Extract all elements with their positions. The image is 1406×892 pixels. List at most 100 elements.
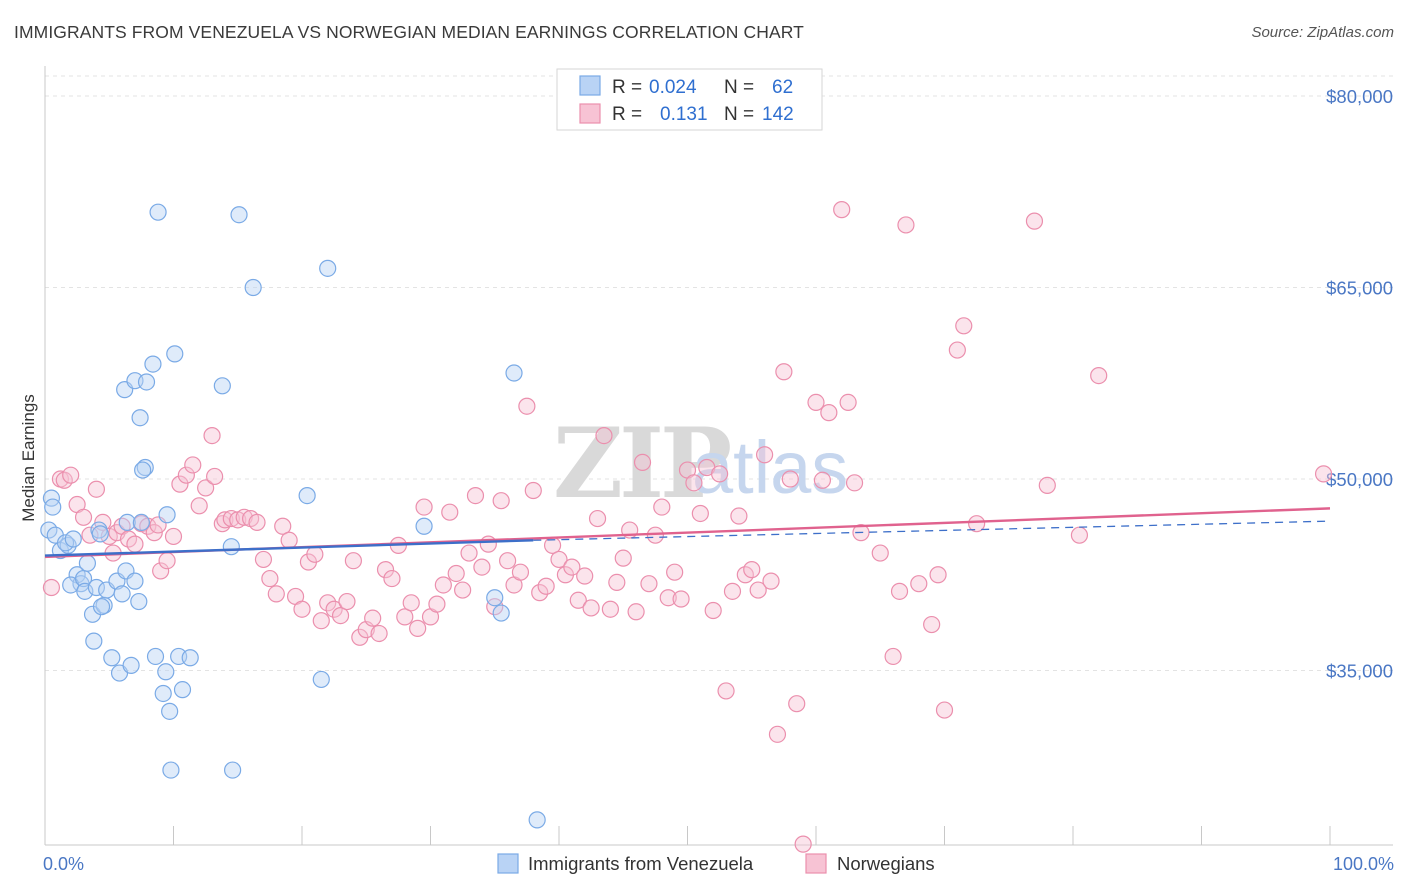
norwegians-point-69 <box>466 486 485 505</box>
norwegians-point-59 <box>402 594 420 612</box>
venezuela-point-2 <box>44 498 62 516</box>
y-tick-label-0: $80,000 <box>1326 86 1393 107</box>
norwegians-point-74 <box>499 552 517 570</box>
venezuela-point-53 <box>230 206 248 224</box>
legend-n-value-2: 142 <box>762 104 794 125</box>
legend-r-value-2: 0.131 <box>660 104 708 125</box>
norwegians-point-14 <box>126 535 144 553</box>
norwegians-point-42 <box>293 600 311 618</box>
norwegians-point-136 <box>948 341 966 359</box>
norwegians-point-100 <box>666 563 684 581</box>
venezuela-point-35 <box>137 373 156 391</box>
norwegians-point-96 <box>640 575 658 593</box>
norwegians-point-55 <box>376 561 395 579</box>
y-tick-label-2: $50,000 <box>1326 469 1393 490</box>
norwegians-point-26 <box>197 479 215 497</box>
norwegians-point-115 <box>762 572 780 590</box>
legend-n-value-1: 62 <box>772 77 793 98</box>
norwegians-point-36 <box>254 550 273 569</box>
venezuela-point-27 <box>118 513 136 532</box>
norwegians-point-84 <box>563 558 581 576</box>
watermark-atlas: atlas <box>692 426 848 509</box>
norwegians-point-27 <box>203 426 221 445</box>
norwegians-point-76 <box>511 563 530 581</box>
venezuela-point-52 <box>224 761 242 779</box>
watermark-zip: ZIP <box>553 407 730 520</box>
venezuela-point-55 <box>298 486 316 505</box>
norwegians-point-48 <box>331 607 350 625</box>
norwegians-point-123 <box>820 404 838 422</box>
x-tick-max: 100.0% <box>1333 854 1394 874</box>
norwegians-point-125 <box>839 393 857 411</box>
norwegians-point-23 <box>177 466 195 484</box>
norwegians-point-124 <box>833 201 851 219</box>
venezuela-trend-extension <box>533 520 1331 541</box>
norwegians-point-85 <box>569 591 587 609</box>
norwegians-point-44 <box>306 545 324 563</box>
venezuela-point-49 <box>181 649 199 667</box>
chart-source: Source: ZipAtlas.com <box>1251 24 1394 41</box>
norwegians-point-140 <box>1038 476 1056 494</box>
norwegians-point-106 <box>704 601 722 620</box>
venezuela-point-15 <box>87 578 106 597</box>
norwegians-point-33 <box>235 508 253 526</box>
norwegians-point-121 <box>807 393 825 411</box>
norwegians-point-99 <box>659 589 677 607</box>
venezuela-point-61 <box>505 364 523 382</box>
y-axis-label: Median Earnings <box>19 394 38 522</box>
norwegians-point-22 <box>171 475 189 493</box>
venezuela-point-7 <box>64 530 82 548</box>
norwegians-point-82 <box>550 550 568 569</box>
norwegians-point-54 <box>370 624 388 643</box>
norwegians-point-95 <box>633 453 652 472</box>
norwegians-point-128 <box>871 544 889 562</box>
norwegians-point-5 <box>74 508 93 526</box>
bottom-legend-norwegians: Norwegians <box>837 853 935 874</box>
bottom-legend: Immigrants from Venezuela Norwegians <box>497 853 935 874</box>
y-tick-labels: $80,000 $65,000 $50,000 $35,000 <box>1326 86 1393 682</box>
venezuela-point-31 <box>132 513 150 532</box>
venezuela-point-59 <box>486 589 504 607</box>
watermark: ZIP atlas <box>553 407 848 520</box>
norwegians-point-94 <box>627 603 645 621</box>
y-tick-label-1: $65,000 <box>1326 278 1393 299</box>
venezuela-point-28 <box>122 656 140 674</box>
venezuela-point-58 <box>415 517 433 535</box>
norwegians-point-135 <box>935 701 954 719</box>
norwegians-point-70 <box>473 558 491 576</box>
chart-title: IMMIGRANTS FROM VENEZUELA VS NORWEGIAN M… <box>14 22 804 42</box>
venezuela-point-22 <box>103 649 121 667</box>
venezuela-point-37 <box>134 461 152 479</box>
venezuela-points <box>40 203 546 829</box>
venezuela-point-57 <box>319 259 337 277</box>
norwegians-point-109 <box>723 582 742 600</box>
norwegians-point-53 <box>364 609 382 627</box>
grid-lines <box>45 75 1393 671</box>
norwegians-point-91 <box>608 573 626 592</box>
venezuela-point-25 <box>113 585 131 603</box>
norwegians-point-134 <box>929 566 947 584</box>
norwegians-point-107 <box>711 465 729 483</box>
norwegians-point-19 <box>152 562 170 580</box>
norwegians-point-77 <box>518 397 536 415</box>
norwegians-point-21 <box>164 527 183 546</box>
venezuela-point-56 <box>312 670 330 689</box>
norwegians-point-108 <box>717 682 735 700</box>
axes <box>44 66 1393 846</box>
norwegians-point-65 <box>441 503 459 521</box>
venezuela-point-60 <box>492 604 510 622</box>
venezuela-point-18 <box>85 632 103 650</box>
norwegians-point-114 <box>755 446 774 464</box>
venezuela-point-50 <box>213 377 231 395</box>
norwegians-point-104 <box>691 504 709 523</box>
norwegians-point-40 <box>280 531 298 549</box>
norwegians-point-103 <box>685 474 703 492</box>
norwegians-point-63 <box>428 595 446 613</box>
y-tick-label-3: $35,000 <box>1326 661 1393 682</box>
norwegians-point-61 <box>415 498 433 516</box>
norwegians-point-73 <box>492 492 510 510</box>
venezuela-point-38 <box>144 355 162 373</box>
norwegians-point-141 <box>1070 526 1089 544</box>
venezuela-point-46 <box>166 345 184 363</box>
norwegians-point-71 <box>479 535 497 553</box>
